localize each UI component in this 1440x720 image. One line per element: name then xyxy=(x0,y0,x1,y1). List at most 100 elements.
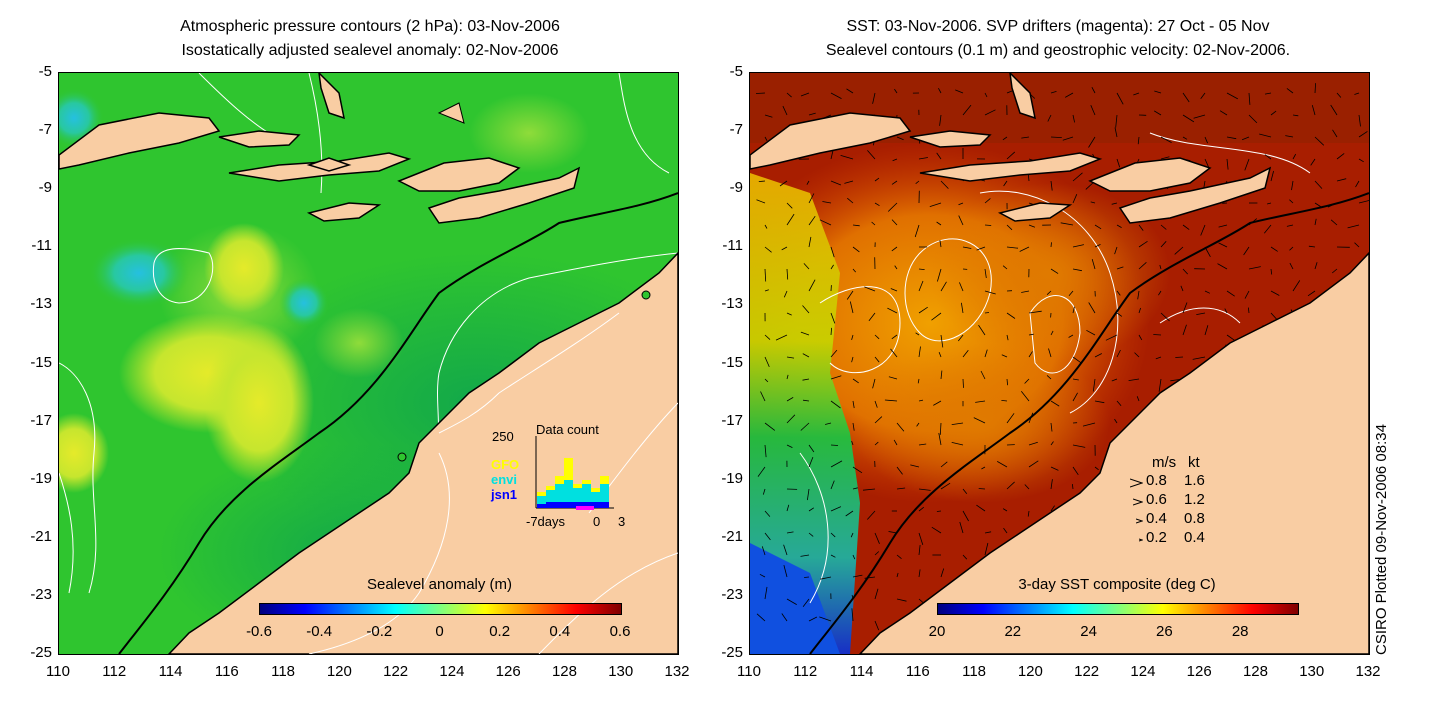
velocity-arrow xyxy=(1336,178,1347,182)
velocity-arrow xyxy=(1182,92,1190,103)
velocity-arrow xyxy=(1200,224,1206,236)
velocity-arrow xyxy=(1047,114,1052,122)
velocity-arrow xyxy=(1091,258,1096,270)
velocity-arrow xyxy=(786,397,794,402)
right-y-tick: -11 xyxy=(722,237,743,255)
velocity-arrow xyxy=(1138,240,1148,248)
velocity-arrow xyxy=(764,246,772,253)
velocity-arrow xyxy=(1270,110,1277,116)
velocity-arrow xyxy=(783,544,788,556)
velocity-arrow xyxy=(757,466,766,477)
velocity-arrow xyxy=(1094,224,1102,230)
velocity-arrow xyxy=(962,350,969,358)
velocity-arrow xyxy=(959,521,964,534)
velocity-arrow xyxy=(984,268,987,279)
velocity-arrow xyxy=(1072,306,1075,314)
velocity-arrow xyxy=(1138,334,1143,341)
velocity-arrow xyxy=(1307,290,1316,297)
velocity-arrow xyxy=(874,441,879,446)
velocity-arrow xyxy=(802,399,810,402)
velocity-arrow xyxy=(840,155,854,160)
velocity-arrow xyxy=(802,353,810,358)
velocity-arrow xyxy=(984,542,989,556)
velocity-legend-arrow xyxy=(1129,475,1144,488)
velocity-arrow xyxy=(940,281,947,292)
velocity-arrow xyxy=(759,573,766,578)
velocity-arrow xyxy=(782,105,788,116)
velocity-arrow xyxy=(1006,246,1019,249)
velocity-arrow xyxy=(1028,310,1042,314)
velocity-legend-kt: 0.8 xyxy=(1184,510,1205,527)
velocity-arrow xyxy=(874,177,880,182)
velocity-arrow xyxy=(762,488,766,495)
velocity-arrow xyxy=(1248,114,1258,124)
velocity-arrow xyxy=(918,443,927,446)
velocity-arrow xyxy=(1204,136,1208,144)
velocity-arrow xyxy=(1200,92,1206,99)
velocity-arrow xyxy=(764,444,767,458)
velocity-arrow xyxy=(1160,241,1167,248)
velocity-arrow xyxy=(808,507,815,512)
right-map-sst[interactable] xyxy=(749,72,1370,655)
velocity-arrow xyxy=(803,263,810,270)
velocity-arrow xyxy=(864,286,876,292)
velocity-arrow xyxy=(761,546,766,556)
velocity-arrow xyxy=(1006,151,1016,160)
velocity-arrow xyxy=(1002,508,1008,512)
velocity-arrow xyxy=(874,532,880,544)
velocity-arrow xyxy=(852,268,857,273)
velocity-arrow xyxy=(915,332,920,336)
velocity-arrow xyxy=(1203,180,1206,189)
velocity-arrow xyxy=(1217,263,1228,270)
velocity-arrow xyxy=(918,532,924,546)
velocity-arrow xyxy=(1115,114,1118,128)
left-colorbar xyxy=(259,603,622,615)
velocity-legend-header-ms: m/s xyxy=(1152,454,1177,471)
velocity-arrow xyxy=(888,376,898,380)
velocity-arrow xyxy=(1204,290,1211,294)
velocity-arrow xyxy=(887,202,898,212)
velocity-arrow xyxy=(850,532,854,538)
left-title-line2: Isostatically adjusted sealevel anomaly:… xyxy=(181,42,559,59)
velocity-arrow xyxy=(984,92,988,98)
right-y-tick: -17 xyxy=(721,411,743,429)
velocity-arrow xyxy=(852,246,860,253)
velocity-arrow xyxy=(862,488,876,491)
velocity-arrow xyxy=(1218,224,1228,228)
velocity-arrow xyxy=(938,88,942,94)
velocity-arrow xyxy=(1153,110,1162,116)
right-x-tick: 130 xyxy=(1299,663,1325,680)
velocity-arrow xyxy=(957,334,964,342)
inset-x-start: -7days xyxy=(526,514,566,529)
velocity-arrow xyxy=(1001,354,1008,358)
velocity-arrow xyxy=(852,400,855,409)
velocity-arrow xyxy=(1248,92,1251,105)
velocity-arrow xyxy=(884,399,898,402)
velocity-arrow xyxy=(1116,224,1122,228)
velocity-arrow xyxy=(1019,246,1030,252)
velocity-arrow xyxy=(1241,136,1250,141)
velocity-arrow xyxy=(1160,224,1167,230)
velocity-arrow xyxy=(808,456,814,468)
velocity-arrow xyxy=(918,598,924,604)
left-y-tick: -17 xyxy=(30,411,52,429)
velocity-arrow xyxy=(1244,158,1250,171)
left-x-tick: 116 xyxy=(214,663,239,680)
left-x-tick: 118 xyxy=(271,663,296,680)
velocity-arrow xyxy=(1094,244,1101,248)
velocity-arrow xyxy=(1062,136,1074,141)
velocity-arrow xyxy=(822,201,832,204)
velocity-arrow xyxy=(808,532,814,537)
velocity-arrow xyxy=(786,312,792,316)
right-x-tick: 116 xyxy=(905,663,930,680)
velocity-arrow xyxy=(874,334,880,340)
velocity-legend: m/s kt 0.8 1.6 0.6 1.2 0.4 0.8 0.2 0.4 xyxy=(1120,454,1240,549)
left-map-sealevel-anomaly[interactable] xyxy=(58,72,679,655)
velocity-arrow xyxy=(807,488,810,501)
velocity-arrow xyxy=(976,246,986,251)
velocity-arrow xyxy=(874,588,879,600)
velocity-arrow xyxy=(1111,378,1118,382)
velocity-arrow xyxy=(1314,180,1323,189)
left-colorbar-label: Sealevel anomaly (m) xyxy=(366,576,513,593)
velocity-arrow xyxy=(800,554,810,557)
